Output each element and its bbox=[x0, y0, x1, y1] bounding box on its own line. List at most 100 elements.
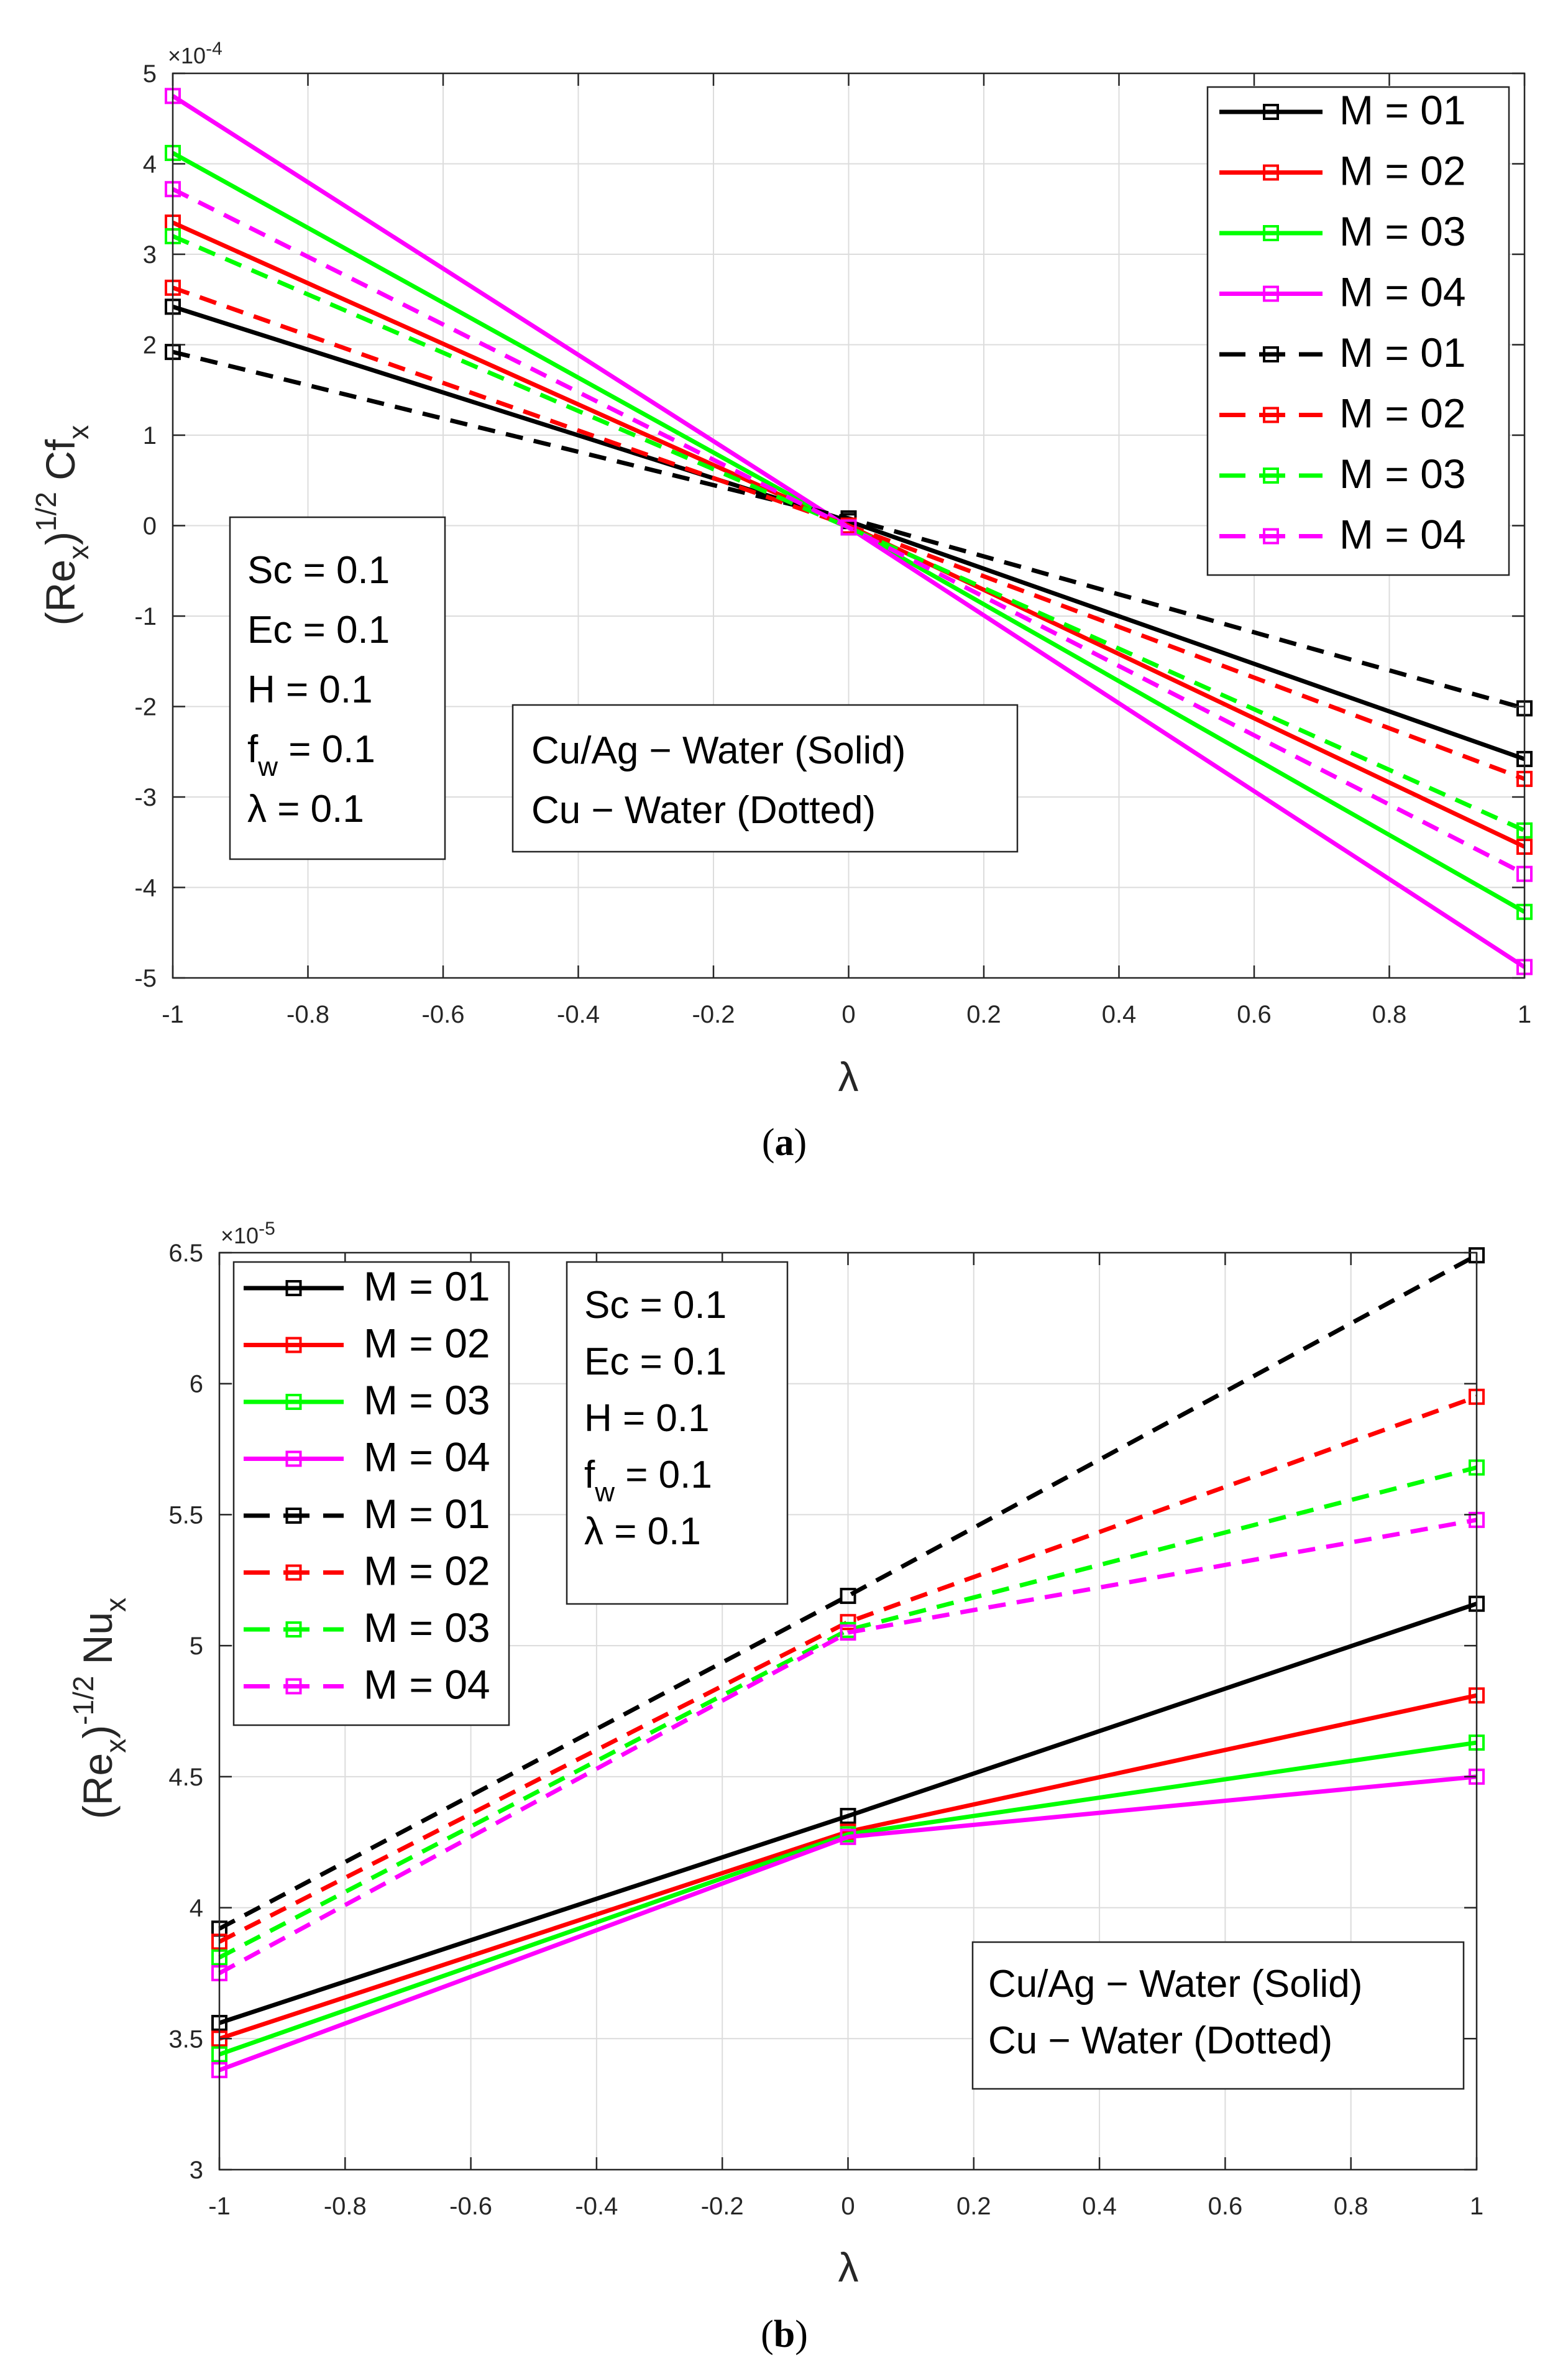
fluid-info-line: Cu/Ag − Water (Solid) bbox=[988, 1963, 1362, 2006]
y-tick-label: 4.5 bbox=[168, 1764, 203, 1791]
fluid-info-line: Cu − Water (Dotted) bbox=[531, 789, 876, 832]
series-line-4 bbox=[218, 1253, 1478, 1931]
x-tick-label: -1 bbox=[162, 1001, 184, 1028]
data-point-7-1 bbox=[840, 1624, 856, 1641]
data-point-0-1 bbox=[840, 1808, 856, 1825]
legend: M = 01 M = 02 M = 03 M = 04 M = 01 M = 02 M = … bbox=[232, 1261, 510, 1726]
axis-exponent: ×10-4 bbox=[168, 39, 222, 68]
y-tick-label: 5 bbox=[143, 60, 157, 88]
x-tick-label: 0.2 bbox=[966, 1001, 1001, 1028]
parameter-line: Ec = 0.1 bbox=[247, 609, 390, 652]
series-line-7 bbox=[218, 1518, 1477, 1976]
series-line-7 bbox=[172, 187, 1526, 876]
fluid-info-frame bbox=[971, 1941, 1465, 2090]
x-tick-label: 1 bbox=[1470, 2193, 1483, 2220]
legend-entry: M = 04 bbox=[1339, 269, 1466, 315]
series-line-5 bbox=[218, 1394, 1478, 1944]
y-tick-label: 3 bbox=[190, 2157, 203, 2184]
legend-entry: M = 01 bbox=[364, 1263, 490, 1309]
y-tick-label: 2 bbox=[143, 332, 157, 359]
legend-entry: M = 03 bbox=[1339, 208, 1466, 254]
x-axis-label: λ bbox=[838, 2244, 859, 2290]
parameters-box: Sc = 0.1Ec = 0.1H = 0.1fw = 0.1λ = 0.1 bbox=[566, 1261, 789, 1605]
x-tick-label: 0.6 bbox=[1208, 2193, 1243, 2220]
chart-panel-b: -1 -0.8 -0.6 -0.4 -0.2 0 0.2 0.4 0.6 0.8 1 3 3.5 4 4.5… bbox=[67, 1218, 1485, 2290]
legend-entry: M = 02 bbox=[1339, 148, 1466, 194]
legend-marker-3 bbox=[1263, 285, 1279, 302]
legend-entry: M = 02 bbox=[364, 1320, 490, 1366]
legend-marker-0 bbox=[1263, 104, 1279, 120]
x-tick-label: 0.8 bbox=[1372, 1001, 1407, 1028]
legend-entry: M = 02 bbox=[364, 1548, 490, 1594]
x-tick-label: -0.4 bbox=[557, 1001, 600, 1028]
panel-caption: (b) bbox=[761, 2313, 808, 2356]
parameters-box: Sc = 0.1Ec = 0.1H = 0.1fw = 0.1λ = 0.1 bbox=[229, 516, 446, 860]
x-tick-label: 0.8 bbox=[1334, 2193, 1369, 2220]
legend-marker-1 bbox=[1263, 164, 1279, 181]
x-tick-label: -0.2 bbox=[701, 2193, 744, 2220]
parameter-line: fw = 0.1 bbox=[584, 1453, 712, 1508]
legend-entry: M = 04 bbox=[364, 1434, 490, 1480]
legend-marker-7 bbox=[1263, 528, 1279, 545]
legend-marker-6 bbox=[1263, 468, 1279, 484]
parameter-line: λ = 0.1 bbox=[584, 1510, 701, 1553]
series-line-0 bbox=[218, 1601, 1478, 2025]
legend-marker-5 bbox=[285, 1564, 302, 1581]
x-tick-label: 1 bbox=[1518, 1001, 1531, 1028]
legend-marker-4 bbox=[1263, 346, 1279, 362]
axis-exponent: ×10-5 bbox=[221, 1218, 275, 1248]
y-axis-label: (Rex)1/2 Cfx bbox=[30, 425, 94, 626]
x-tick-label: -0.8 bbox=[324, 2193, 367, 2220]
y-tick-label: 5.5 bbox=[168, 1501, 203, 1529]
x-tick-label: -0.6 bbox=[422, 1001, 465, 1028]
y-tick-label: 6 bbox=[190, 1371, 203, 1398]
y-tick-label: 1 bbox=[143, 422, 157, 449]
parameter-line: λ = 0.1 bbox=[247, 788, 364, 831]
series-line-3 bbox=[218, 1774, 1477, 2073]
legend-entry: M = 01 bbox=[364, 1491, 490, 1537]
fluid-info-line: Cu − Water (Dotted) bbox=[988, 2019, 1332, 2062]
ticks: -1 -0.8 -0.6 -0.4 -0.2 0 0.2 0.4 0.6 0.8 1 3 3.5 4 4.5… bbox=[168, 1240, 1483, 2220]
series-line-2 bbox=[218, 1740, 1477, 2057]
data-point-3-1 bbox=[840, 1828, 856, 1845]
legend-entry: M = 03 bbox=[1339, 451, 1466, 497]
x-tick-label: -1 bbox=[208, 2193, 231, 2220]
legend-box bbox=[232, 1261, 510, 1726]
x-tick-label: 0.4 bbox=[1102, 1001, 1137, 1028]
legend-marker-2 bbox=[1263, 225, 1279, 241]
legend-marker-5 bbox=[1263, 407, 1279, 423]
legend-entry: M = 04 bbox=[1339, 512, 1466, 558]
y-axis-label: (Rex)-1/2 Nux bbox=[67, 1598, 132, 1819]
fluid-info-box: Cu/Ag − Water (Solid) Cu − Water (Dotted) bbox=[511, 704, 1019, 853]
x-tick-label: -0.4 bbox=[575, 2193, 618, 2220]
y-tick-label: -1 bbox=[134, 603, 157, 630]
parameter-line: Ec = 0.1 bbox=[584, 1340, 727, 1383]
y-tick-label: 0 bbox=[143, 513, 157, 540]
ylabel-main2: Cf bbox=[37, 439, 83, 492]
legend-marker-2 bbox=[285, 1394, 302, 1410]
y-tick-label: -5 bbox=[134, 965, 157, 992]
legend-entry: M = 01 bbox=[1339, 87, 1466, 133]
y-tick-label: -2 bbox=[134, 694, 157, 721]
series-group bbox=[165, 88, 1533, 975]
legend-marker-6 bbox=[285, 1621, 302, 1638]
parameter-line: H = 0.1 bbox=[584, 1397, 710, 1440]
series-line-6 bbox=[172, 234, 1526, 833]
legend-marker-3 bbox=[285, 1450, 302, 1467]
y-tick-label: -3 bbox=[134, 784, 157, 811]
chart-panel-a: -1 -0.8 -0.6 -0.4 -0.2 0 0.2 0.4 0.6 0.8 1 -5 -4 -3 -2… bbox=[30, 39, 1533, 1100]
legend-box bbox=[1206, 86, 1510, 576]
parameter-line: fw = 0.1 bbox=[247, 728, 375, 782]
legend-marker-7 bbox=[285, 1678, 302, 1695]
data-point-7-1 bbox=[840, 519, 857, 536]
x-tick-label: 0.4 bbox=[1082, 2193, 1117, 2220]
parameters-frame bbox=[566, 1261, 789, 1605]
legend-marker-4 bbox=[285, 1508, 302, 1524]
x-tick-label: 0 bbox=[841, 1001, 855, 1028]
parameter-line: Sc = 0.1 bbox=[247, 549, 390, 592]
legend: M = 01 M = 02 M = 03 M = 04 M = 01 M = 02 M = … bbox=[1206, 86, 1510, 576]
fluid-info-line: Cu/Ag − Water (Solid) bbox=[531, 729, 905, 772]
x-axis-label: λ bbox=[838, 1054, 859, 1100]
y-tick-label: 6.5 bbox=[168, 1240, 203, 1267]
series-line-6 bbox=[218, 1465, 1477, 1960]
